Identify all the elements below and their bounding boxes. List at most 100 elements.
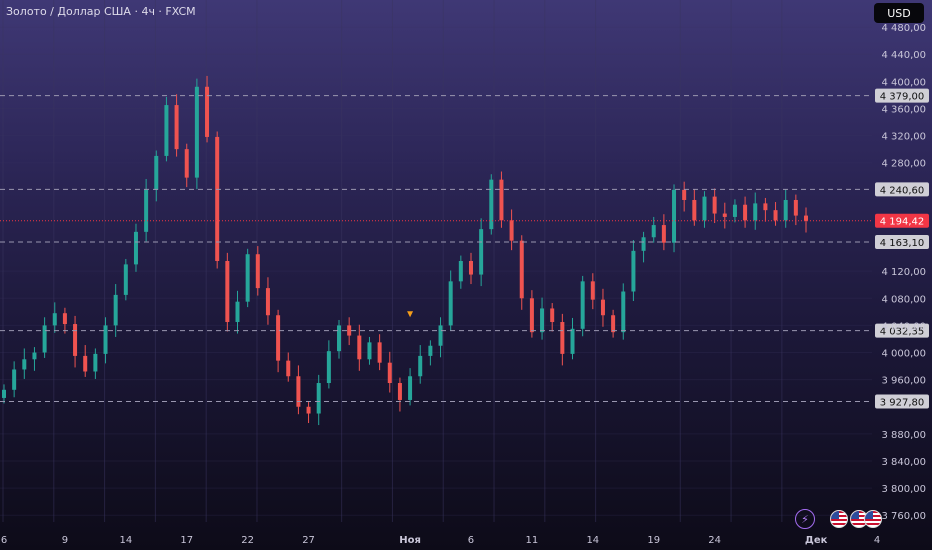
candle-body [438,325,443,346]
candle-body [32,352,37,360]
y-tick-label: 3 880,00 [881,430,926,441]
y-tick-label: 3 840,00 [881,457,926,468]
candle-body [722,213,727,217]
x-tick-label: 4 [874,535,880,546]
candle-body [154,155,159,190]
y-tick-label: 4 440,00 [881,50,926,61]
candle-body [692,199,697,221]
candle-body [123,264,128,295]
candle-body [793,199,798,216]
candle-body [732,204,737,217]
y-tick-label: 4 400,00 [881,77,926,88]
candle-body [783,199,788,221]
x-tick-label: 22 [241,535,254,546]
x-tick-label: 9 [62,535,68,546]
x-tick-label: 14 [586,535,599,546]
currency-button[interactable]: USD [874,3,924,23]
us-flag-icon[interactable] [864,510,882,528]
x-tick-label: 27 [302,535,315,546]
candle-body [205,86,210,137]
candle-body [164,105,169,156]
candle-body [702,196,707,221]
candle-body [550,308,555,323]
candle-body [519,240,524,299]
price-level-label-bg [875,88,929,103]
candle-body [458,261,463,282]
y-tick-label: 4 480,00 [881,23,926,34]
candle-body [184,149,189,178]
candle-body [113,294,118,326]
candle-body [387,362,392,384]
candle-body [479,229,484,275]
x-tick-label: Ноя [399,535,421,546]
candle-body [560,322,565,354]
candle-body [672,189,677,243]
y-tick-label: 4 000,00 [881,349,926,360]
price-level-label: 4 240,60 [880,185,925,196]
candle-body [133,231,138,265]
lightning-icon[interactable]: ⚡ [795,509,815,529]
candle-body [468,261,473,275]
candle-body [408,376,413,400]
candle-body [93,353,98,372]
event-marker-icon[interactable] [407,311,414,318]
y-tick-label: 3 800,00 [881,484,926,495]
y-tick-label: 4 320,00 [881,132,926,143]
candle-body [367,342,372,360]
x-tick-label: 11 [526,535,539,546]
candle-body [641,237,646,251]
candle-body [194,86,199,178]
candle-body [22,359,27,370]
price-level-label: 4 032,35 [880,327,925,338]
candle-body [255,254,260,289]
candle-body [621,291,626,333]
candle-body [296,376,301,407]
y-tick-label: 3 760,00 [881,511,926,522]
candle-body [357,335,362,360]
candle-body [773,210,778,221]
x-tick-label: 14 [119,535,132,546]
candle-body [337,325,342,352]
x-tick-label: 24 [708,535,721,546]
price-level-label-bg [875,394,929,409]
candle-body [804,215,808,222]
candle-body [2,389,6,398]
candle-body [103,325,108,354]
candle-body [428,345,433,356]
candle-body [397,383,402,400]
candle-body [448,281,453,326]
y-tick-label: 4 280,00 [881,159,926,170]
candle-body [306,406,311,414]
candle-body [509,220,514,241]
candle-body [631,250,636,292]
candle-body [225,261,230,323]
candle-body [52,313,57,326]
candle-body [62,313,67,325]
candle-body [529,298,534,333]
x-tick-label: 6 [1,535,7,546]
last-price-label: 4 194,42 [880,217,925,228]
candle-body [651,225,656,238]
candle-body [590,281,595,300]
price-level-label: 3 927,80 [880,397,925,408]
candle-body [580,281,585,329]
last-price-label-bg [875,213,929,228]
candle-body [540,308,545,333]
candle-body [144,189,149,232]
candle-body [611,315,616,333]
candle-body [73,324,78,356]
candle-body [83,355,88,372]
candle-body [489,179,494,230]
candle-body [682,189,687,200]
y-tick-label: 4 040,00 [881,321,926,332]
candle-body [499,179,504,221]
candle-body [377,342,382,363]
candle-body [316,383,321,414]
y-tick-label: 4 080,00 [881,294,926,305]
us-flag-icon[interactable] [830,510,848,528]
candle-body [12,369,17,390]
candle-body [286,360,291,377]
candle-body [265,288,270,316]
